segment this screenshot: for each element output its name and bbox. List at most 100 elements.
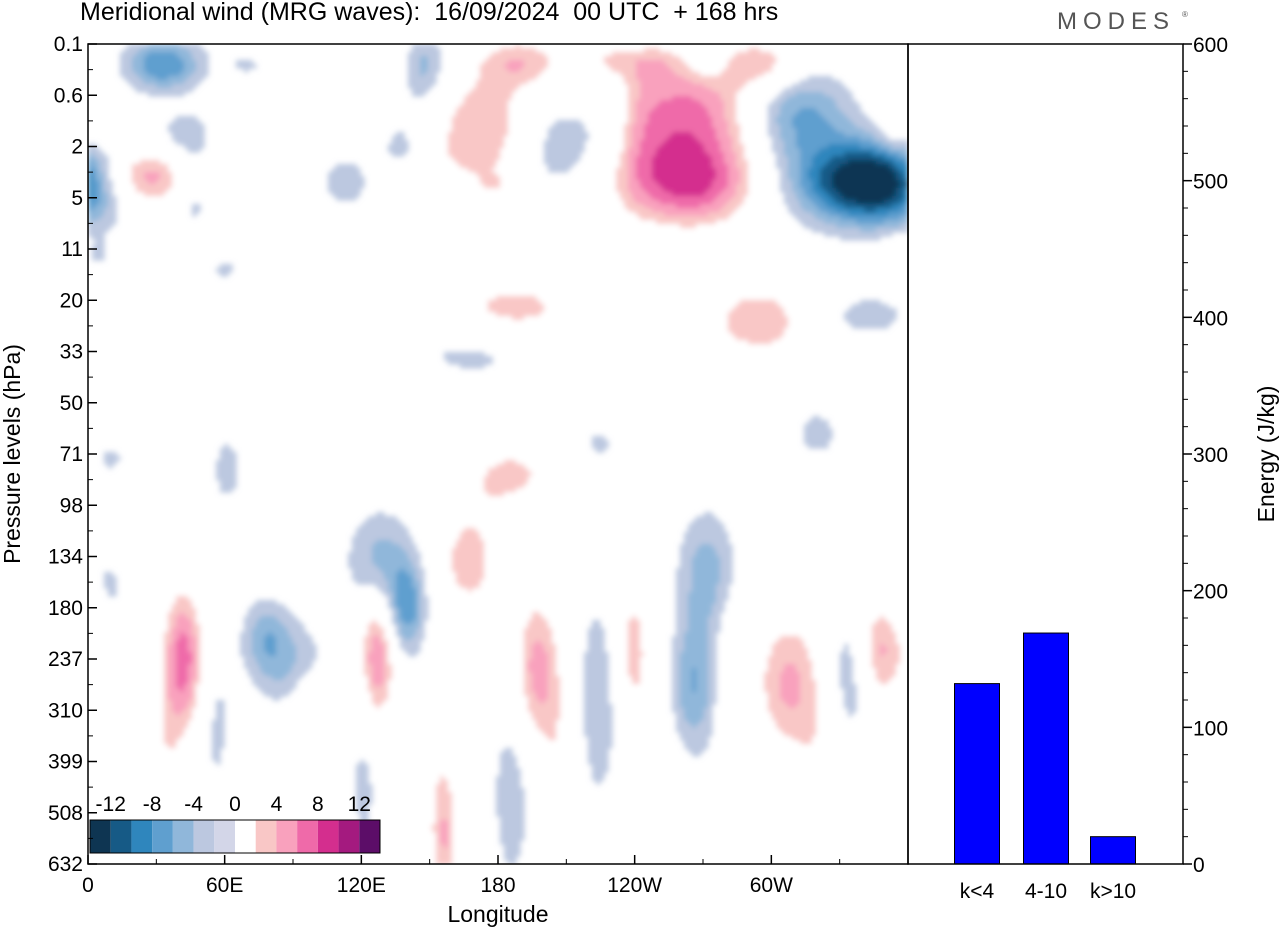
wind-cell <box>352 176 357 181</box>
wind-cell <box>604 56 609 61</box>
wind-cell <box>796 144 801 149</box>
wind-cell <box>276 140 281 145</box>
wind-cell <box>452 92 457 97</box>
wind-cell <box>156 92 161 97</box>
wind-cell <box>720 72 725 77</box>
wind-cell <box>720 176 725 181</box>
wind-cell <box>448 128 453 133</box>
wind-cell <box>440 108 445 113</box>
wind-cell <box>520 108 525 113</box>
wind-cell <box>428 56 433 61</box>
wind-cell <box>744 176 749 181</box>
wind-cell <box>516 108 521 113</box>
wind-cell <box>796 192 801 197</box>
wind-cell <box>340 184 345 189</box>
wind-cell <box>132 72 137 77</box>
wind-cell <box>652 164 657 169</box>
wind-cell <box>348 168 353 173</box>
wind-cell <box>708 132 713 137</box>
wind-cell <box>480 92 485 97</box>
wind-cell <box>520 104 525 109</box>
wind-cell <box>88 220 93 225</box>
wind-cell <box>848 92 853 97</box>
wind-cell <box>512 144 517 149</box>
wind-cell <box>648 84 653 89</box>
wind-cell <box>652 44 657 49</box>
wind-cell <box>804 136 809 141</box>
wind-cell <box>896 60 901 65</box>
wind-cell <box>500 92 505 97</box>
wind-cell <box>516 128 521 133</box>
wind-cell <box>628 224 633 229</box>
wind-cell <box>696 92 701 97</box>
wind-cell <box>884 64 889 69</box>
wind-cell <box>800 96 805 101</box>
wind-cell <box>876 192 881 197</box>
wind-cell <box>500 184 505 189</box>
wind-cell <box>436 140 441 145</box>
wind-cell <box>676 156 681 161</box>
wind-cell <box>836 220 841 225</box>
wind-cell <box>792 100 797 105</box>
wind-cell <box>88 92 93 97</box>
wind-cell <box>132 52 137 57</box>
wind-cell <box>92 252 97 257</box>
wind-cell <box>796 212 801 217</box>
wind-cell <box>424 48 429 53</box>
wind-cell <box>88 208 93 213</box>
wind-cell <box>668 212 673 217</box>
wind-cell <box>340 192 345 197</box>
wind-cell <box>508 160 513 165</box>
wind-cell <box>636 216 641 221</box>
wind-cell <box>140 80 145 85</box>
wind-cell <box>708 224 713 229</box>
wind-cell <box>840 124 845 129</box>
wind-cell <box>516 116 521 121</box>
wind-cell <box>356 188 361 193</box>
wind-cell <box>180 92 185 97</box>
wind-cell <box>736 192 741 197</box>
wind-cell <box>716 64 721 69</box>
wind-cell <box>644 64 649 69</box>
wind-cell <box>488 60 493 65</box>
wind-cell <box>792 176 797 181</box>
wind-cell <box>196 148 201 153</box>
wind-cell <box>744 104 749 109</box>
wind-cell <box>856 144 861 149</box>
wind-cell <box>448 180 453 185</box>
wind-cell <box>856 108 861 113</box>
wind-cell <box>820 136 825 141</box>
wind-cell <box>500 136 505 141</box>
wind-cell <box>704 204 709 209</box>
wind-cell <box>720 76 725 81</box>
wind-cell <box>628 120 633 125</box>
wind-cell <box>720 204 725 209</box>
wind-cell <box>468 120 473 125</box>
wind-cell <box>656 60 661 65</box>
wind-cell <box>600 68 605 73</box>
wind-cell <box>332 96 337 101</box>
wind-cell <box>892 200 897 205</box>
wind-cell <box>808 92 813 97</box>
wind-cell <box>804 88 809 93</box>
wind-cell <box>480 184 485 189</box>
wind-cell <box>780 188 785 193</box>
wind-cell <box>460 88 465 93</box>
wind-cell <box>428 68 433 73</box>
wind-cell <box>468 64 473 69</box>
wind-cell <box>852 220 857 225</box>
wind-cell <box>800 168 805 173</box>
wind-cell <box>900 216 905 221</box>
wind-cell <box>472 60 477 65</box>
wind-cell <box>872 184 877 189</box>
wind-cell <box>640 96 645 101</box>
wind-cell <box>140 76 145 81</box>
wind-cell <box>736 64 741 69</box>
wind-cell <box>880 80 885 85</box>
wind-cell <box>356 168 361 173</box>
wind-cell <box>652 96 657 101</box>
wind-cell <box>708 100 713 105</box>
wind-cell <box>280 120 285 125</box>
wind-cell <box>900 140 905 145</box>
wind-cell <box>92 184 97 189</box>
